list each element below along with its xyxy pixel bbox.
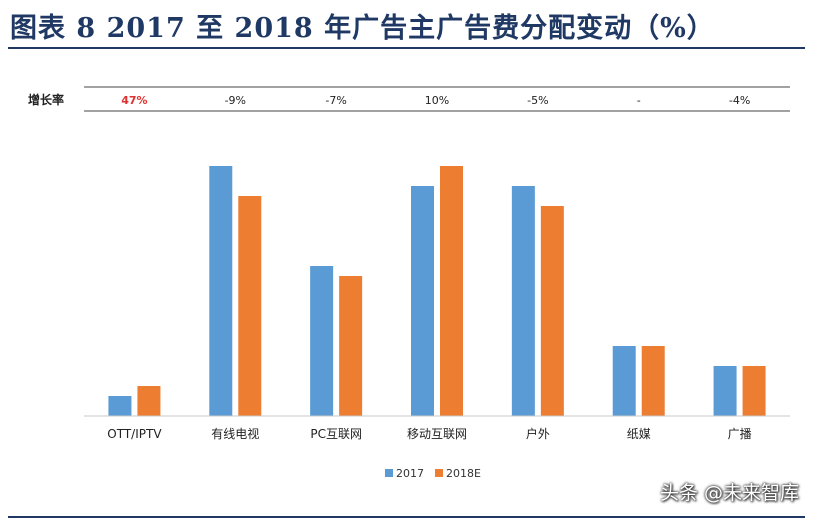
bar-2017-2 xyxy=(209,166,233,416)
x-tick-label: 户外 xyxy=(526,426,550,441)
bar-2017-6 xyxy=(612,346,636,416)
growth-value: -9% xyxy=(225,94,246,107)
bar-2017-3 xyxy=(310,266,334,416)
x-tick-label: OTT/IPTV xyxy=(107,427,162,441)
bar-2018e-6 xyxy=(641,346,665,416)
x-tick-label: PC互联网 xyxy=(310,427,362,441)
growth-value: -4% xyxy=(729,94,750,107)
bar-2018e-5 xyxy=(540,206,564,416)
watermark: 头条 @未来智库 xyxy=(659,482,799,504)
bar-2018e-7 xyxy=(742,366,766,416)
legend-label-2017: 2017 xyxy=(396,467,424,480)
legend-label-2018e: 2018E xyxy=(446,467,481,480)
x-tick-label: 有线电视 xyxy=(211,426,259,441)
bar-2018e-1 xyxy=(137,386,161,416)
growth-value: - xyxy=(637,94,641,107)
bar-2018e-3 xyxy=(339,276,363,416)
growth-value: -5% xyxy=(527,94,548,107)
growth-value: 47% xyxy=(121,94,147,107)
chart-title: 图表 8 2017 至 2018 年广告主广告费分配变动（%） xyxy=(10,13,715,44)
growth-row-label: 增长率 xyxy=(28,92,64,107)
legend-swatch-2017 xyxy=(385,469,393,477)
bottom-divider xyxy=(8,516,805,518)
x-tick-label: 移动互联网 xyxy=(407,427,467,441)
x-tick-label: 广播 xyxy=(728,427,752,441)
bar-2017-5 xyxy=(511,186,535,416)
bar-2017-1 xyxy=(108,396,132,416)
title-divider xyxy=(8,47,805,49)
bar-2018e-2 xyxy=(238,196,262,416)
bar-2018e-4 xyxy=(440,166,463,416)
x-tick-label: 纸媒 xyxy=(627,427,651,441)
bar-2017-7 xyxy=(713,366,737,416)
bar-2017-4 xyxy=(411,186,434,416)
legend-swatch-2018e xyxy=(435,469,443,477)
growth-value: 10% xyxy=(425,94,449,107)
growth-value: -7% xyxy=(325,94,346,107)
